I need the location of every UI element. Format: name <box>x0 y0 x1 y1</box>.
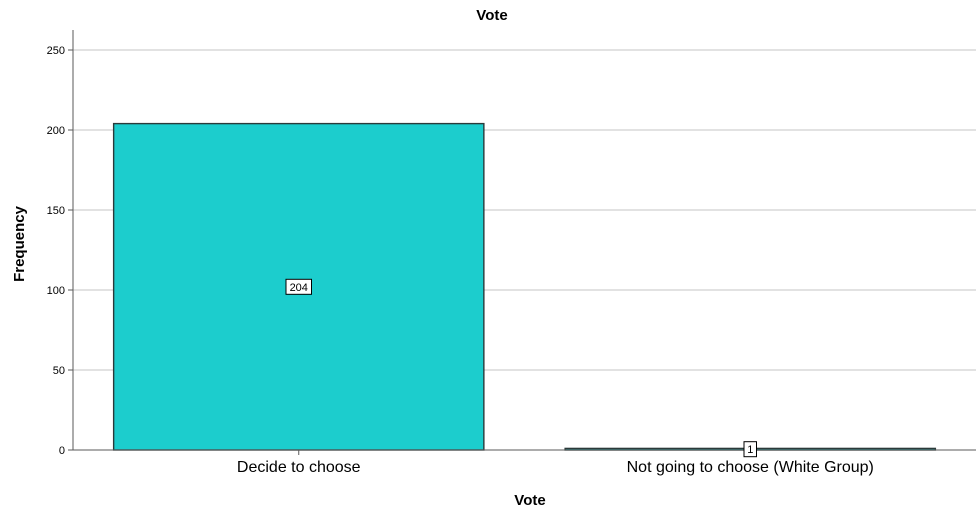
data-label-box <box>285 278 312 295</box>
y-tick-label: 50 <box>53 365 65 377</box>
y-tick-label: 150 <box>47 205 65 217</box>
x-axis-title: Vote <box>514 492 545 509</box>
data-label: 1 <box>747 444 753 456</box>
x-tick-label: Decide to choose <box>237 459 361 476</box>
x-tick-label: Not going to choose (White Group) <box>627 459 874 476</box>
y-tick-label: 100 <box>47 285 65 297</box>
chart-title: Vote <box>476 7 507 24</box>
data-label-box <box>743 441 757 458</box>
y-tick-label: 200 <box>47 125 65 137</box>
y-tick-label: 0 <box>59 445 65 457</box>
data-label: 204 <box>290 282 308 294</box>
bars <box>112 122 937 451</box>
y-tick-label: 250 <box>47 45 65 57</box>
axes: 0 50 100 150 200 250 Decide to choose Not going… <box>47 30 976 476</box>
y-axis-title: Frequency <box>11 205 28 282</box>
